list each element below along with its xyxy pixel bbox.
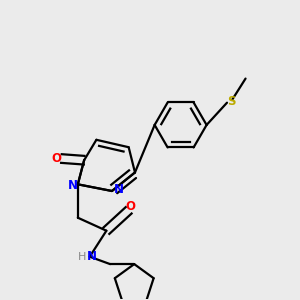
- Text: N: N: [87, 250, 97, 263]
- Text: H: H: [78, 252, 86, 262]
- Text: S: S: [227, 94, 235, 107]
- Text: N: N: [114, 183, 124, 196]
- Text: O: O: [51, 152, 61, 165]
- Text: N: N: [68, 179, 77, 192]
- Text: O: O: [125, 200, 135, 213]
